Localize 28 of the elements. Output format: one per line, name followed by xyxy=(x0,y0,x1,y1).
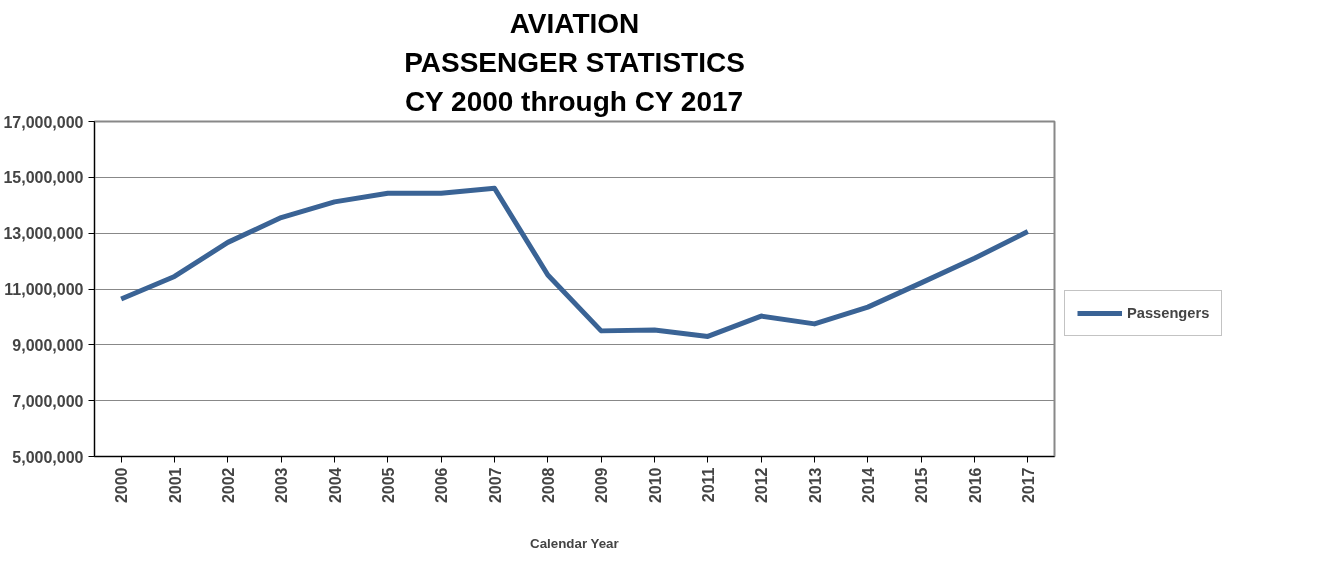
x-tick-label: 2010 xyxy=(646,467,664,504)
x-tick-label: 2005 xyxy=(379,467,397,504)
y-tick-label: 5,000,000 xyxy=(12,448,84,466)
x-tick-label: 2008 xyxy=(539,467,557,504)
x-tick-label: 2007 xyxy=(486,467,504,504)
x-tick-label: 2017 xyxy=(1019,467,1037,504)
y-tick-label: 15,000,000 xyxy=(3,169,84,187)
x-tick-label: 2009 xyxy=(593,467,611,504)
x-tick-label: 2003 xyxy=(273,467,291,504)
x-tick-label: 2016 xyxy=(966,467,984,504)
legend-label: Passengers xyxy=(1127,305,1210,321)
x-tick-label: 2001 xyxy=(166,467,184,504)
y-tick-label: 9,000,000 xyxy=(12,336,84,354)
x-tick-label: 2006 xyxy=(433,467,451,504)
x-tick-label: 2002 xyxy=(219,467,237,504)
x-tick-label: 2004 xyxy=(326,467,344,504)
y-tick-label: 7,000,000 xyxy=(12,392,84,410)
x-tick-label: 2015 xyxy=(913,467,931,504)
x-axis-title: Calendar Year xyxy=(530,536,619,552)
y-tick-label: 17,000,000 xyxy=(3,113,84,131)
chart-title: AVIATION PASSENGER STATISTICS CY 2000 through CY 2017 xyxy=(404,8,745,117)
x-tick-label: 2013 xyxy=(806,467,824,504)
x-tick-label: 2012 xyxy=(753,467,771,504)
x-tick-label: 2014 xyxy=(859,467,877,504)
x-tick-label: 2000 xyxy=(113,467,131,504)
x-tick-label: 2011 xyxy=(699,467,717,503)
y-tick-label: 13,000,000 xyxy=(3,225,84,243)
y-tick-label: 11,000,000 xyxy=(4,281,84,298)
